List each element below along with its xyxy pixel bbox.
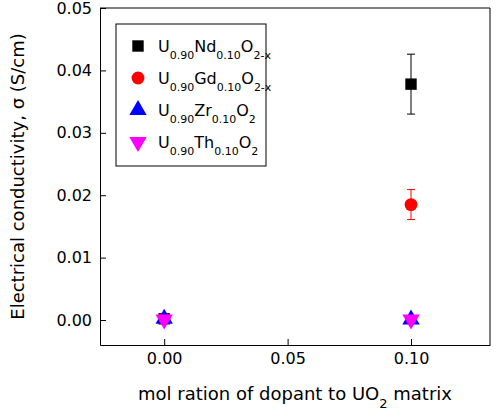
subscript: 2-x [254,81,272,94]
tick-mark [164,339,165,345]
text-run: U [158,101,170,120]
error-bar-cap [407,219,415,220]
point [405,198,418,211]
series [158,190,418,326]
tick-label: 0.00 [56,311,92,330]
text-run: O [239,133,252,152]
text-run: U [158,133,170,152]
text-run: Gd [194,69,217,88]
tick-label: 0.00 [147,349,183,368]
legend-marker [129,100,146,115]
tick: 0.03 [56,123,106,142]
tick-mark [100,8,106,9]
legend-marker [132,40,143,51]
tick-label: 0.05 [270,349,306,368]
tick-label: 0.02 [56,186,92,205]
point [405,78,416,89]
series [156,314,420,329]
series [156,309,420,325]
frame-top [100,8,490,9]
tick: 0.01 [56,248,106,267]
axis-line [100,9,101,346]
subscript: 2 [379,396,387,411]
text-run: mol ration of dopant to UO [138,383,379,404]
legend-label: U0.90Zr0.10O2 [158,101,256,126]
text-run: U [158,69,170,88]
subscript: 0.10 [212,113,237,126]
error-bar-cap [407,54,415,55]
text-run: O [241,69,254,88]
point [402,314,419,329]
tick: 0.00 [147,339,183,368]
error-bar-cap [407,189,415,190]
x-axis: 0.00 0.05 0.10 [101,339,491,368]
tick-label: 0.05 [56,0,92,18]
tick-mark [411,339,412,345]
x-axis-title: mol ration of dopant to UO2 matrix [138,383,452,411]
chart: 0.000.050.100.000.010.020.030.040.05U0.9… [0,0,504,416]
subscript: 0.90 [170,49,195,62]
tick: 0.00 [56,311,106,330]
tick-label: 0.10 [394,349,430,368]
tick: 0.10 [394,339,430,368]
text-run: matrix [388,383,453,404]
tick: 0.05 [56,0,106,18]
tick-mark [100,195,106,196]
subscript: 0.10 [214,145,239,158]
axis-line [101,345,491,346]
legend-label: U0.90Gd0.10O2-x [158,69,272,94]
subscript: 0.10 [216,49,241,62]
tick: 0.05 [270,339,306,368]
tick-mark [100,70,106,71]
frame-right [490,8,491,345]
subscript: 2-x [253,49,271,62]
text-run: O [236,101,249,120]
text-run: Zr [194,101,212,120]
tick-mark [100,258,106,259]
y-axis-title: Electrical conductivity, σ (S/cm) [7,33,28,319]
text-run: Nd [194,37,216,56]
tick-mark [100,320,106,321]
legend-label: U0.90Nd0.10O2-x [158,37,271,62]
subscript: 0.90 [170,145,195,158]
tick-label: 0.03 [56,123,92,142]
subscript: 2 [251,145,258,158]
text-run: O [241,37,254,56]
point [156,314,173,329]
subscript: 2 [249,113,256,126]
legend-label: U0.90Th0.10O2 [158,133,258,158]
legend-box [116,24,266,166]
tick-mark [288,339,289,345]
y-axis: 0.00 0.01 0.02 0.03 0.04 0.05 [56,0,106,346]
legend-marker [132,72,145,85]
legend-marker [129,137,146,152]
tick-label: 0.01 [56,248,92,267]
subscript: 0.90 [170,113,195,126]
plot: 0.000.050.100.000.010.020.030.040.05U0.9… [56,0,490,368]
text-run: U [158,37,170,56]
tick: 0.02 [56,186,106,205]
tick-mark [100,133,106,134]
error-bar-cap [407,114,415,115]
text-run: Th [193,133,214,152]
subscript: 0.10 [217,81,242,94]
legend: U0.90Nd0.10O2-xU0.90Gd0.10O2-xU0.90Zr0.1… [116,24,272,166]
subscript: 0.90 [170,81,195,94]
tick-label: 0.04 [56,61,92,80]
tick: 0.04 [56,61,106,80]
